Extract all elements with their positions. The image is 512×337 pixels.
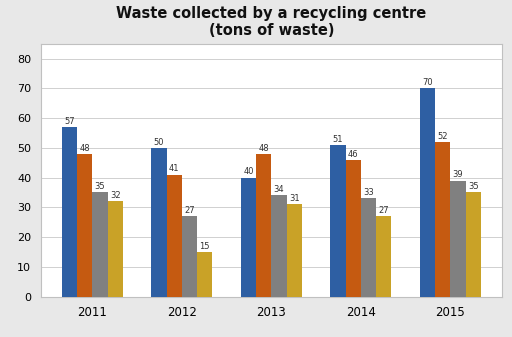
Text: 46: 46 xyxy=(348,150,358,159)
Text: 32: 32 xyxy=(110,191,120,200)
Bar xyxy=(465,192,481,297)
Bar xyxy=(435,142,451,297)
Text: 15: 15 xyxy=(200,242,210,251)
Bar xyxy=(182,216,197,297)
Bar xyxy=(256,154,271,297)
Text: 48: 48 xyxy=(79,144,90,153)
Text: 39: 39 xyxy=(453,171,463,179)
Bar xyxy=(152,148,166,297)
Bar xyxy=(330,145,346,297)
Text: 34: 34 xyxy=(273,185,284,194)
Title: Waste collected by a recycling centre
(tons of waste): Waste collected by a recycling centre (t… xyxy=(116,6,426,38)
Text: 35: 35 xyxy=(95,182,105,191)
Text: 27: 27 xyxy=(184,206,195,215)
Bar xyxy=(92,192,108,297)
Bar xyxy=(271,195,287,297)
Bar xyxy=(451,181,465,297)
Bar xyxy=(241,178,256,297)
Bar xyxy=(361,198,376,297)
Bar xyxy=(62,127,77,297)
Bar xyxy=(346,160,361,297)
Text: 41: 41 xyxy=(169,164,180,174)
Text: 52: 52 xyxy=(438,132,448,141)
Bar xyxy=(108,202,123,297)
Bar xyxy=(376,216,391,297)
Text: 51: 51 xyxy=(333,135,343,144)
Bar xyxy=(166,175,182,297)
Legend: Paper, Glass, Tins, Garden: Paper, Glass, Tins, Garden xyxy=(167,335,376,337)
Bar xyxy=(287,204,302,297)
Text: 40: 40 xyxy=(243,167,254,177)
Bar xyxy=(197,252,212,297)
Text: 33: 33 xyxy=(363,188,374,197)
Bar xyxy=(420,88,435,297)
Text: 48: 48 xyxy=(259,144,269,153)
Text: 27: 27 xyxy=(378,206,389,215)
Text: 50: 50 xyxy=(154,138,164,147)
Text: 31: 31 xyxy=(289,194,300,203)
Text: 57: 57 xyxy=(64,117,75,126)
Text: 35: 35 xyxy=(468,182,479,191)
Text: 70: 70 xyxy=(422,78,433,87)
Bar xyxy=(77,154,92,297)
